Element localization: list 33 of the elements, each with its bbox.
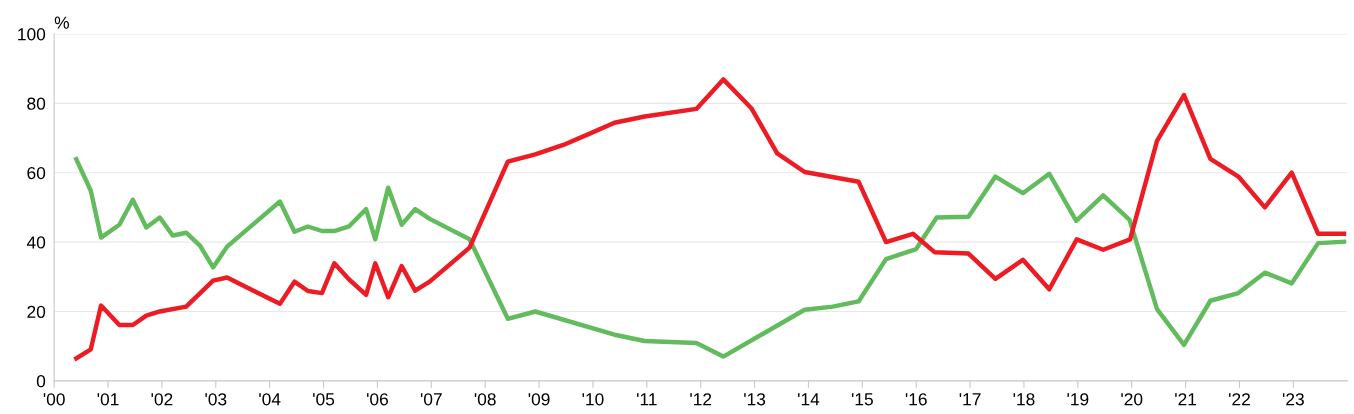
x-tick-label: '00 bbox=[43, 393, 65, 406]
y-tick-label: 40 bbox=[26, 236, 46, 249]
x-tick-label: '06 bbox=[367, 393, 388, 406]
y-tick-label: 80 bbox=[27, 97, 46, 110]
x-tick-label: '12 bbox=[690, 393, 712, 406]
line-series bbox=[74, 156, 1347, 359]
x-tick-label: '19 bbox=[1067, 393, 1089, 406]
x-tick-label: '14 bbox=[798, 393, 820, 406]
x-tick-label: '20 bbox=[1121, 393, 1143, 406]
x-tick-label: '16 bbox=[905, 393, 927, 406]
y-axis-title: % bbox=[54, 16, 69, 29]
x-tick-label: '17 bbox=[959, 393, 981, 406]
x-tick-label: '08 bbox=[474, 393, 496, 406]
x-tick-label: '07 bbox=[420, 393, 442, 406]
x-tick-label: '10 bbox=[582, 393, 604, 406]
x-tick-label: '13 bbox=[744, 393, 766, 406]
y-tick-label: 0 bbox=[36, 375, 46, 388]
y-tick-label: 20 bbox=[27, 305, 46, 318]
x-tick-label: '15 bbox=[851, 393, 873, 406]
x-tick-label: '03 bbox=[205, 393, 227, 406]
x-tick-label: '22 bbox=[1229, 393, 1250, 406]
x-tick-label: '11 bbox=[637, 393, 657, 406]
x-tick-label: '04 bbox=[259, 393, 281, 406]
x-tick-label: '01 bbox=[97, 393, 119, 406]
x-tick-label: '05 bbox=[313, 393, 335, 406]
y-tick-label: 60 bbox=[27, 166, 46, 180]
x-tick-label: '02 bbox=[151, 393, 173, 406]
x-tick-label: '09 bbox=[528, 393, 550, 406]
line-series bbox=[74, 77, 1347, 361]
x-tick-label: '23 bbox=[1282, 393, 1304, 406]
x-tick-label: '18 bbox=[1013, 393, 1035, 406]
y-tick-label: 100 bbox=[18, 28, 46, 41]
x-tick-label: '21 bbox=[1175, 393, 1197, 406]
